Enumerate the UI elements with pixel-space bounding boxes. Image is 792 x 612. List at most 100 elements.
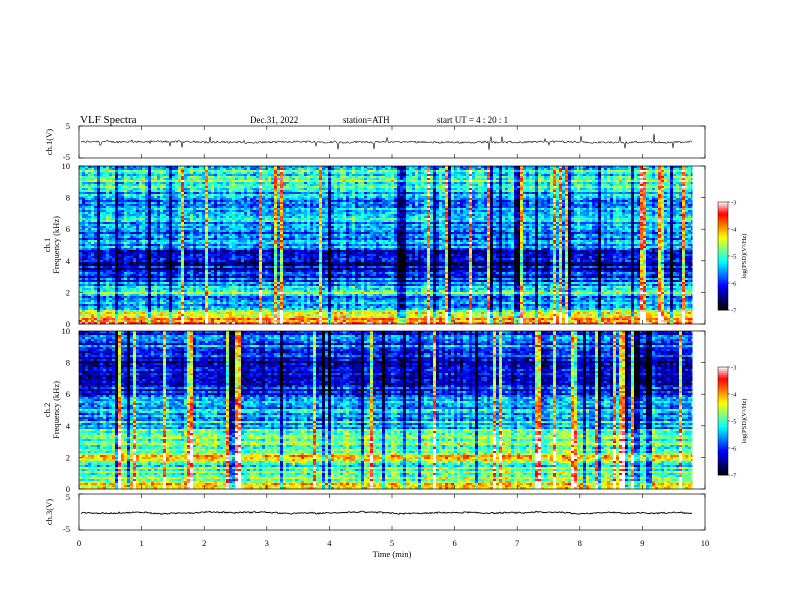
spectrogram-cell xyxy=(178,256,181,258)
spectrogram-cell xyxy=(181,242,184,244)
spectrogram-cell xyxy=(133,290,136,292)
spectrogram-cell xyxy=(112,234,115,236)
spectrogram-cell xyxy=(175,232,178,234)
spectrogram-cell xyxy=(124,172,127,174)
spectrogram-cell xyxy=(109,236,112,238)
spectrogram-cell xyxy=(91,278,94,280)
spectrogram-cell xyxy=(109,192,112,194)
spectrogram-cell xyxy=(154,220,157,222)
spectrogram-cell xyxy=(127,276,130,278)
spectrogram-cell xyxy=(94,236,97,238)
spectrogram-cell xyxy=(85,274,88,276)
spectrogram-cell xyxy=(184,226,187,228)
spectrogram-cell xyxy=(139,170,142,172)
spectrogram-cell xyxy=(181,252,184,254)
spectrogram-cell xyxy=(169,244,172,246)
spectrogram-cell xyxy=(112,304,115,306)
spectrogram-cell xyxy=(151,242,154,244)
spectrogram-cell xyxy=(181,172,184,174)
spectrogram-cell xyxy=(106,182,109,184)
spectrogram-cell xyxy=(91,196,94,198)
spectrogram-cell xyxy=(79,198,82,200)
spectrogram-cell xyxy=(169,190,172,192)
spectrogram-cell xyxy=(139,266,142,268)
spectrogram-cell xyxy=(142,244,145,246)
spectrogram-cell xyxy=(142,308,145,310)
spectrogram-cell xyxy=(94,214,97,216)
spectrogram-cell xyxy=(136,210,139,212)
spectrogram-cell xyxy=(115,194,118,196)
spectrogram-cell xyxy=(85,222,88,224)
spectrogram-cell xyxy=(160,238,163,240)
spectrogram-cell xyxy=(175,228,178,230)
spectrogram-cell xyxy=(82,242,85,244)
spectrogram-cell xyxy=(112,286,115,288)
spectrogram-cell xyxy=(145,282,148,284)
spectrogram-cell xyxy=(139,214,142,216)
spectrogram-cell xyxy=(97,250,100,252)
spectrogram-cell xyxy=(106,288,109,290)
spectrogram-cell xyxy=(112,228,115,230)
spectrogram-cell xyxy=(178,188,181,190)
spectrogram-cell xyxy=(157,318,160,320)
spectrogram-cell xyxy=(148,192,151,194)
spectrogram-cell xyxy=(106,296,109,298)
spectrogram-cell xyxy=(124,174,127,176)
spectrogram-cell xyxy=(133,176,136,178)
spectrogram-cell xyxy=(163,276,166,278)
spectrogram-cell xyxy=(109,272,112,274)
spectrogram-cell xyxy=(148,312,151,314)
spectrogram-cell xyxy=(163,284,166,286)
spectrogram-cell xyxy=(127,172,130,174)
spectrogram-cell xyxy=(154,214,157,216)
spectrogram-cell xyxy=(118,294,121,296)
spectrogram-cell xyxy=(118,320,121,322)
spectrogram-cell xyxy=(109,230,112,232)
spectrogram-cell xyxy=(100,268,103,270)
spectrogram-cell xyxy=(178,234,181,236)
spectrogram-cell xyxy=(178,232,181,234)
spectrogram-cell xyxy=(136,198,139,200)
spectrogram-cell xyxy=(118,202,121,204)
spectrogram-cell xyxy=(130,318,133,320)
spectrogram-cell xyxy=(154,316,157,318)
spectrogram-cell xyxy=(97,256,100,258)
spectrogram-cell xyxy=(136,290,139,292)
spectrogram-cell xyxy=(151,268,154,270)
spectrogram-cell xyxy=(160,208,163,210)
spectrogram-cell xyxy=(82,224,85,226)
spectrogram-cell xyxy=(121,302,124,304)
spectrogram-cell xyxy=(88,302,91,304)
spectrogram-cell xyxy=(103,232,106,234)
spectrogram-cell xyxy=(97,174,100,176)
spectrogram-cell xyxy=(163,246,166,248)
spectrogram-cell xyxy=(172,178,175,180)
spectrogram-cell xyxy=(139,298,142,300)
spectrogram-cell xyxy=(142,180,145,182)
spectrogram-cell xyxy=(166,200,169,202)
spectrogram-cell xyxy=(139,314,142,316)
spectrogram-cell xyxy=(112,224,115,226)
spectrogram-cell xyxy=(148,258,151,260)
spectrogram-cell xyxy=(97,194,100,196)
spectrogram-cell xyxy=(139,194,142,196)
spectrogram-cell xyxy=(88,210,91,212)
spectrogram-cell xyxy=(160,248,163,250)
spectrogram-cell xyxy=(124,210,127,212)
spectrogram-cell xyxy=(145,238,148,240)
spectrogram-cell xyxy=(106,244,109,246)
spectrogram-cell xyxy=(127,182,130,184)
spectrogram-cell xyxy=(115,184,118,186)
spectrogram-cell xyxy=(94,194,97,196)
spectrogram-cell xyxy=(175,260,178,262)
spectrogram-cell xyxy=(145,256,148,258)
spectrogram-cell xyxy=(181,302,184,304)
spectrogram-cell xyxy=(127,302,130,304)
spectrogram-cell xyxy=(145,244,148,246)
spectrogram-cell xyxy=(115,248,118,250)
spectrogram-cell xyxy=(139,174,142,176)
spectrogram-cell xyxy=(139,196,142,198)
spectrogram-cell xyxy=(97,258,100,260)
spectrogram-cell xyxy=(85,228,88,230)
spectrogram-cell xyxy=(121,204,124,206)
